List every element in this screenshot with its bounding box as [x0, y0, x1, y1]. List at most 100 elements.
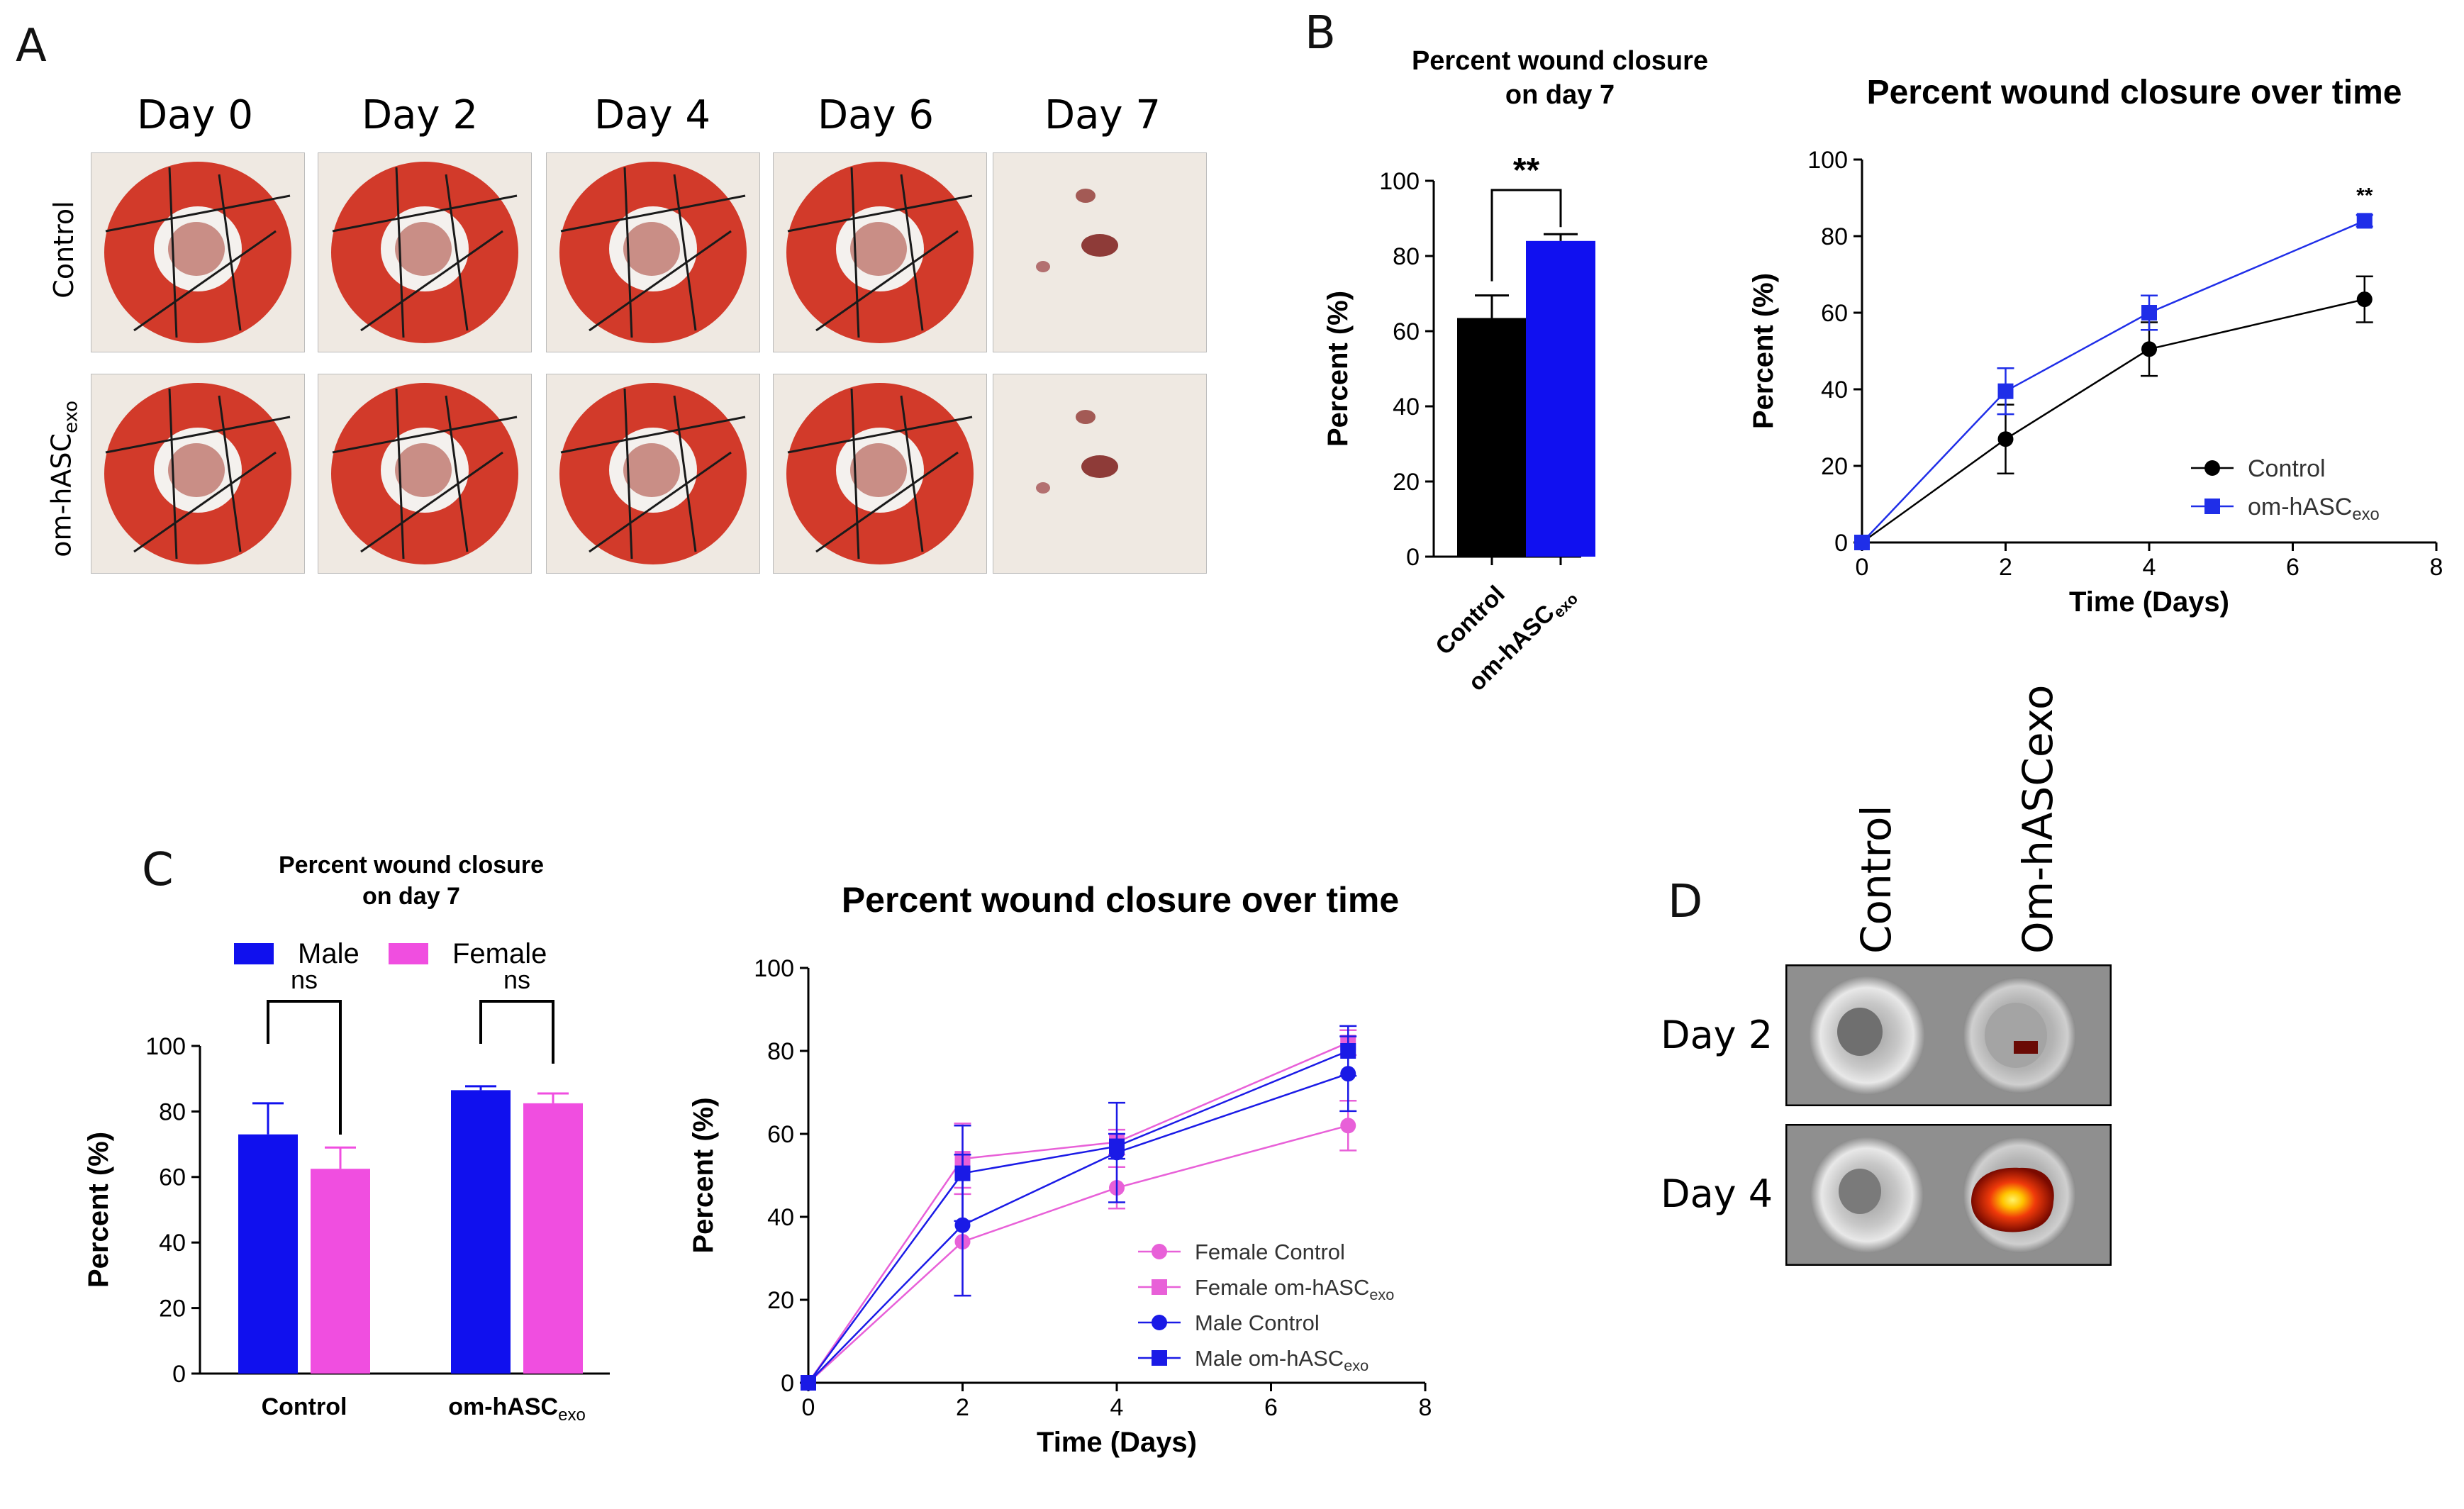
y-tick-label: 60 [159, 1164, 186, 1191]
photo-suture [589, 451, 732, 553]
bar [1457, 318, 1527, 557]
x-axis-label: Time (Days) [1037, 1427, 1197, 1458]
x-tick-label: 8 [2430, 554, 2443, 581]
x-tick-label: 8 [1419, 1394, 1432, 1421]
wound-photo-r1-c3 [773, 374, 987, 574]
photo-suture [395, 388, 405, 559]
wound-photo-r0-c0 [91, 152, 305, 352]
photo-suture [395, 167, 405, 338]
legend-label-main: Control [2248, 455, 2326, 482]
data-point [2356, 213, 2373, 229]
day-0-label: Day 0 [136, 92, 253, 138]
bar [238, 1134, 298, 1374]
y-tick-label: 20 [1393, 469, 1420, 496]
bar [523, 1103, 583, 1374]
x-tick-label: 6 [1264, 1394, 1278, 1421]
data-point [954, 1165, 971, 1181]
data-point [801, 1375, 816, 1391]
legend-swatch [234, 943, 274, 964]
legend-marker [2204, 460, 2220, 476]
row-label-om-hasc-exo: om-hASCexo [46, 386, 82, 571]
photo-suture [168, 388, 178, 559]
x-tick-label: 4 [1110, 1394, 1124, 1421]
wound-photo-r0-c1 [318, 152, 532, 352]
series-line [807, 1049, 1349, 1383]
y-axis-label: Percent (%) [1748, 273, 1779, 429]
y-tick-label: 0 [781, 1370, 794, 1397]
photo-wound [850, 443, 907, 497]
legend-label-main: Male om-hASC [1195, 1346, 1344, 1371]
wound-photo-r0-c4 [993, 152, 1207, 352]
y-axis-label: Percent (%) [688, 1097, 719, 1253]
series-line [808, 1072, 1349, 1383]
y-tick-label: 20 [159, 1296, 186, 1323]
legend-label-sub: exo [1344, 1357, 1368, 1374]
legend-marker [1152, 1315, 1167, 1330]
y-tick-label: 40 [159, 1230, 186, 1257]
chart-c2-line: 0 20 40 60 80 100 Percent (%) 0 2 4 6 8 Time (Days) F… [688, 955, 1432, 1458]
legend-label: Male [298, 938, 359, 969]
bar [451, 1090, 511, 1374]
series-line [1861, 298, 2365, 544]
photo-wound [623, 443, 680, 497]
legend-label: Female [452, 938, 547, 969]
photo-suture [360, 230, 503, 332]
y-tick-label: 60 [1821, 300, 1848, 327]
wound-photo-r1-c4 [993, 374, 1207, 574]
legend-label: Male Control [1195, 1310, 1320, 1335]
y-tick-label: 80 [1821, 223, 1848, 250]
y-axis-label: Percent (%) [1322, 291, 1354, 447]
series-line [808, 1125, 1349, 1383]
significance-bracket [1490, 189, 1562, 282]
photo-suture [787, 416, 973, 454]
photo-suture [623, 388, 633, 559]
y-tick-label: 80 [767, 1038, 794, 1065]
day-7-label: Day 7 [1044, 92, 1161, 138]
y-tick-label: 100 [1379, 168, 1420, 195]
data-point [1997, 431, 2014, 447]
chart-c1-bar: Male Female 0 20 40 60 80 100 Percent (%) ns ns Con… [83, 938, 610, 1425]
panel-d-label: D [1668, 876, 1703, 928]
x-axis-label: Time (Days) [2069, 586, 2229, 618]
x-tick-label: 2 [1999, 554, 2012, 581]
legend-label-sub: exo [2352, 505, 2379, 524]
photo-suture [445, 395, 469, 552]
ivis-signal-day4 [1971, 1167, 2054, 1232]
chart-c1-title: Percent wound closure on day 7 [206, 850, 617, 912]
legend-swatch [389, 943, 428, 964]
photo-suture [218, 395, 242, 552]
significance-label: ns [291, 965, 318, 994]
ivis-image-day2 [1785, 964, 2112, 1106]
x-tick-label: 2 [956, 1394, 969, 1421]
legend-label-main: Male Control [1195, 1310, 1320, 1335]
x-tick-label: 0 [1856, 554, 1869, 581]
x-tick-label-main: om-hASC [448, 1393, 558, 1420]
chart-c1-title-line1: Percent wound closure [278, 852, 545, 879]
ivis-wound-control [1837, 1008, 1883, 1056]
significance-bracket [267, 1000, 342, 1135]
photo-wound [168, 443, 225, 497]
significance-label: ** [1513, 152, 1540, 189]
panel-c-label: C [142, 844, 174, 896]
legend-marker [2204, 499, 2220, 514]
photo-suture [360, 451, 503, 553]
y-tick-label: 40 [1821, 377, 1848, 403]
legend-label-main: Female om-hASC [1195, 1275, 1369, 1300]
significance-label: ** [2356, 184, 2373, 207]
ivis-image-day4 [1785, 1124, 2112, 1266]
photo-scab [1036, 482, 1050, 494]
wound-photo-r1-c2 [546, 374, 760, 574]
chart-c1-title-line2: on day 7 [362, 883, 460, 910]
photo-suture [560, 416, 746, 454]
chart-b2-line: 0 20 40 60 80 100 Percent (%) 0 2 4 6 8 Time (Days) C… [1748, 147, 2443, 618]
photo-wound [395, 443, 452, 497]
photo-suture [815, 451, 959, 553]
row-label-control: Control [48, 201, 79, 299]
y-tick-label: 100 [145, 1033, 186, 1060]
row-label-sub: exo [60, 400, 82, 433]
photo-scab [1081, 234, 1118, 257]
bar [311, 1169, 370, 1374]
legend-marker [1152, 1244, 1167, 1259]
row-label-main: om-hASC [45, 433, 77, 557]
